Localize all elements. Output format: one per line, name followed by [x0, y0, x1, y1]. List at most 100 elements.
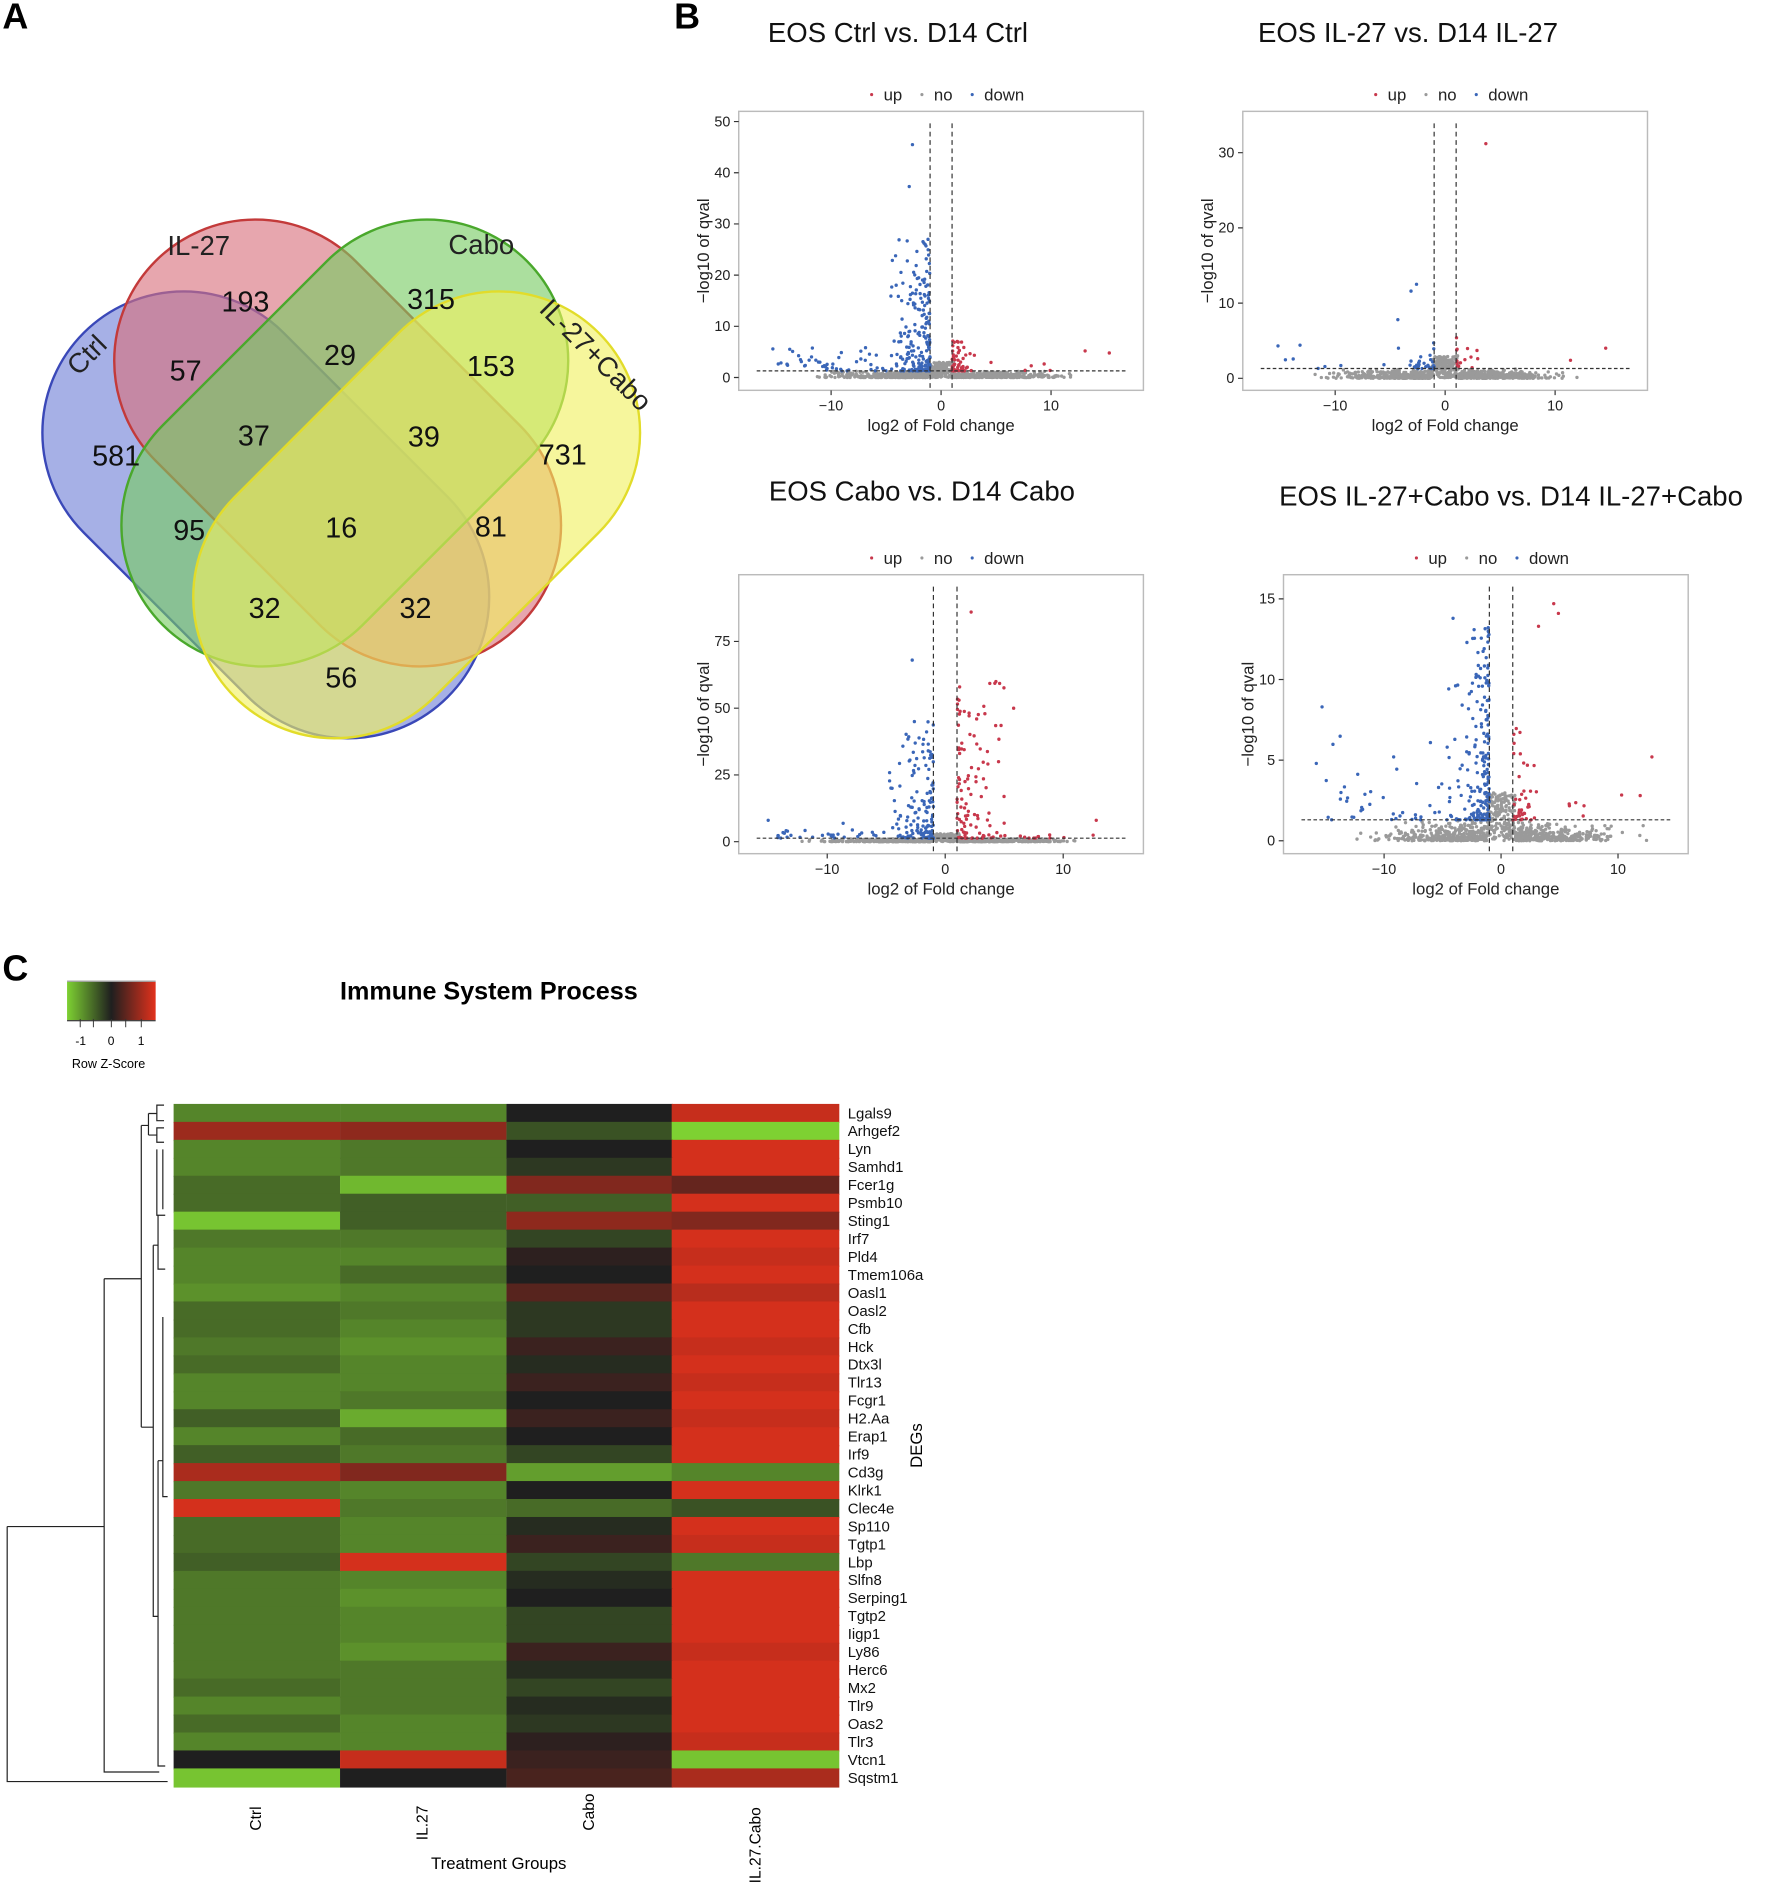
heatmap-cell	[173, 1247, 341, 1267]
point-down	[880, 366, 885, 371]
point-no	[1520, 821, 1525, 825]
point-down	[1314, 761, 1318, 766]
point-up	[960, 741, 964, 745]
point-no	[1530, 831, 1535, 835]
point-down	[1428, 740, 1433, 745]
point-down	[895, 822, 899, 826]
point-down	[925, 791, 929, 796]
point-down	[807, 358, 811, 362]
point-no	[1435, 360, 1439, 364]
point-up	[969, 792, 973, 797]
point-no	[1062, 839, 1066, 843]
point-no	[1037, 838, 1041, 842]
point-down	[1486, 775, 1490, 779]
point-down	[1479, 707, 1483, 712]
point-down	[894, 283, 898, 287]
point-up	[1512, 741, 1516, 745]
point-down	[923, 326, 928, 330]
point-no	[960, 374, 965, 378]
point-down	[1414, 781, 1419, 786]
point-no	[846, 839, 850, 843]
point-down	[924, 257, 928, 261]
heatmap-cell	[505, 1552, 673, 1572]
point-no	[1437, 826, 1441, 831]
point-down	[1338, 734, 1342, 738]
point-no	[1397, 368, 1401, 373]
point-down	[1480, 813, 1485, 817]
point-no	[842, 375, 847, 379]
x-axis-label: log2 of Fold change	[868, 416, 1015, 435]
point-down	[921, 742, 925, 746]
point-down	[1428, 803, 1432, 808]
point-down	[922, 280, 926, 285]
point-down	[922, 799, 926, 804]
point-down	[771, 347, 775, 351]
venn-count-il27cabo-only: 731	[539, 440, 587, 472]
plot-panel	[738, 573, 1145, 855]
point-up	[961, 356, 965, 361]
point-no	[1349, 375, 1354, 380]
point-no	[1499, 830, 1504, 834]
point-up	[1619, 793, 1624, 797]
point-up	[1513, 797, 1518, 801]
point-down	[914, 263, 918, 268]
point-no	[1482, 373, 1486, 378]
point-down	[831, 362, 835, 366]
point-no	[1576, 833, 1581, 837]
point-up	[1458, 361, 1463, 365]
heatmap-cell	[671, 1750, 839, 1770]
heatmap-cell	[505, 1157, 673, 1177]
point-down	[1391, 755, 1396, 759]
point-down	[766, 818, 770, 822]
point-down	[1448, 795, 1452, 800]
y-tick-label: 0	[722, 370, 730, 386]
point-down	[921, 737, 926, 742]
heatmap-cell	[671, 1175, 839, 1195]
point-up	[1515, 814, 1519, 819]
point-no	[1427, 836, 1432, 841]
point-up	[1018, 834, 1023, 838]
point-no	[1462, 822, 1467, 826]
point-no	[1347, 371, 1352, 375]
heatmap-cell	[671, 1355, 839, 1374]
heatmap-cell	[339, 1642, 507, 1662]
point-no	[1471, 371, 1476, 375]
point-no	[1412, 369, 1416, 373]
point-no	[1502, 829, 1506, 833]
venn-count-ctrl-cabo: 95	[173, 515, 205, 547]
legend-key-up	[870, 556, 874, 560]
point-no	[1534, 371, 1538, 375]
point-up	[972, 353, 977, 357]
point-down	[901, 281, 905, 285]
legend-key-up	[1374, 93, 1378, 97]
point-no	[1403, 838, 1407, 842]
heatmap-column-label: IL.27	[413, 1805, 432, 1840]
point-down	[924, 730, 929, 734]
point-no	[1573, 824, 1577, 828]
point-no	[1451, 355, 1455, 359]
heatmap-cell	[173, 1481, 341, 1500]
points	[1276, 141, 1608, 381]
point-down	[903, 361, 907, 366]
point-down	[926, 776, 930, 781]
point-no	[1360, 374, 1365, 379]
volcano-legend: up no down	[870, 549, 1024, 568]
venn-count-ctrl-il27-cabo: 37	[238, 420, 270, 452]
point-no	[1054, 839, 1059, 843]
point-down	[916, 346, 921, 350]
point-down	[1465, 640, 1469, 645]
point-no	[1482, 376, 1486, 380]
point-no	[1561, 838, 1565, 842]
point-no	[1392, 836, 1397, 840]
venn-count-all: 16	[325, 513, 357, 545]
point-down	[1408, 363, 1412, 367]
point-down	[1478, 789, 1482, 794]
point-no	[837, 371, 841, 375]
point-no	[1361, 371, 1366, 375]
y-tick-label: 10	[1259, 672, 1275, 688]
point-down	[913, 306, 917, 310]
legend-key-down	[1474, 93, 1478, 97]
point-down	[1356, 772, 1360, 776]
point-up	[957, 348, 962, 353]
point-no	[1423, 838, 1427, 843]
